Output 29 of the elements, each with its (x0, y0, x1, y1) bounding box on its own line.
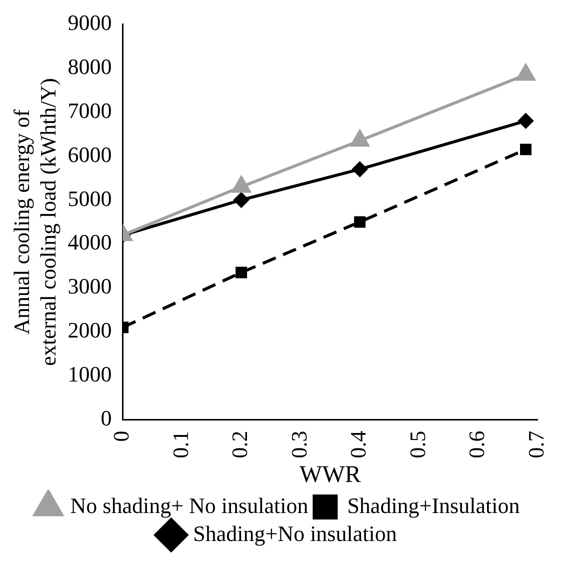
point (236, 266, 248, 278)
y-tick-label: 2000 (68, 318, 112, 343)
y-tick-label: 7000 (68, 98, 112, 123)
x-tick-label: 0.6 (464, 430, 490, 458)
y-tick-label: 6000 (68, 142, 112, 167)
y-tick-label: 5000 (68, 186, 112, 211)
point (520, 144, 532, 156)
x-axis-title: WWR (300, 462, 361, 488)
y-tick-label: 9000 (68, 10, 112, 35)
y-tick-label: 8000 (68, 54, 112, 79)
legend-label: Shading+Insulation (347, 492, 520, 518)
y-axis-title: Annual cooling energy of external cooling load (kWhth/Y) (8, 78, 60, 366)
y-tick-label: 1000 (68, 362, 112, 387)
point (352, 162, 368, 177)
point (234, 192, 249, 208)
y-tick-label: 3000 (68, 274, 112, 299)
point (518, 113, 534, 128)
x-tick-label: 0.1 (168, 430, 193, 458)
legend-label: Shading+No insulation (193, 520, 397, 546)
x-tick-label: 0 (108, 430, 134, 442)
x-tick-label: 0.7 (523, 430, 548, 458)
x-tick-label: 0.5 (404, 430, 430, 458)
legend-label: No shading+ No insulation (70, 492, 308, 518)
y-tick-label: 0 (100, 405, 112, 430)
x-tick-label: 0.3 (286, 430, 312, 458)
x-tick-label: 0.4 (346, 430, 371, 458)
x-tick-label: 0.2 (227, 430, 252, 458)
point (354, 216, 366, 228)
y-tick-label: 4000 (68, 230, 112, 255)
